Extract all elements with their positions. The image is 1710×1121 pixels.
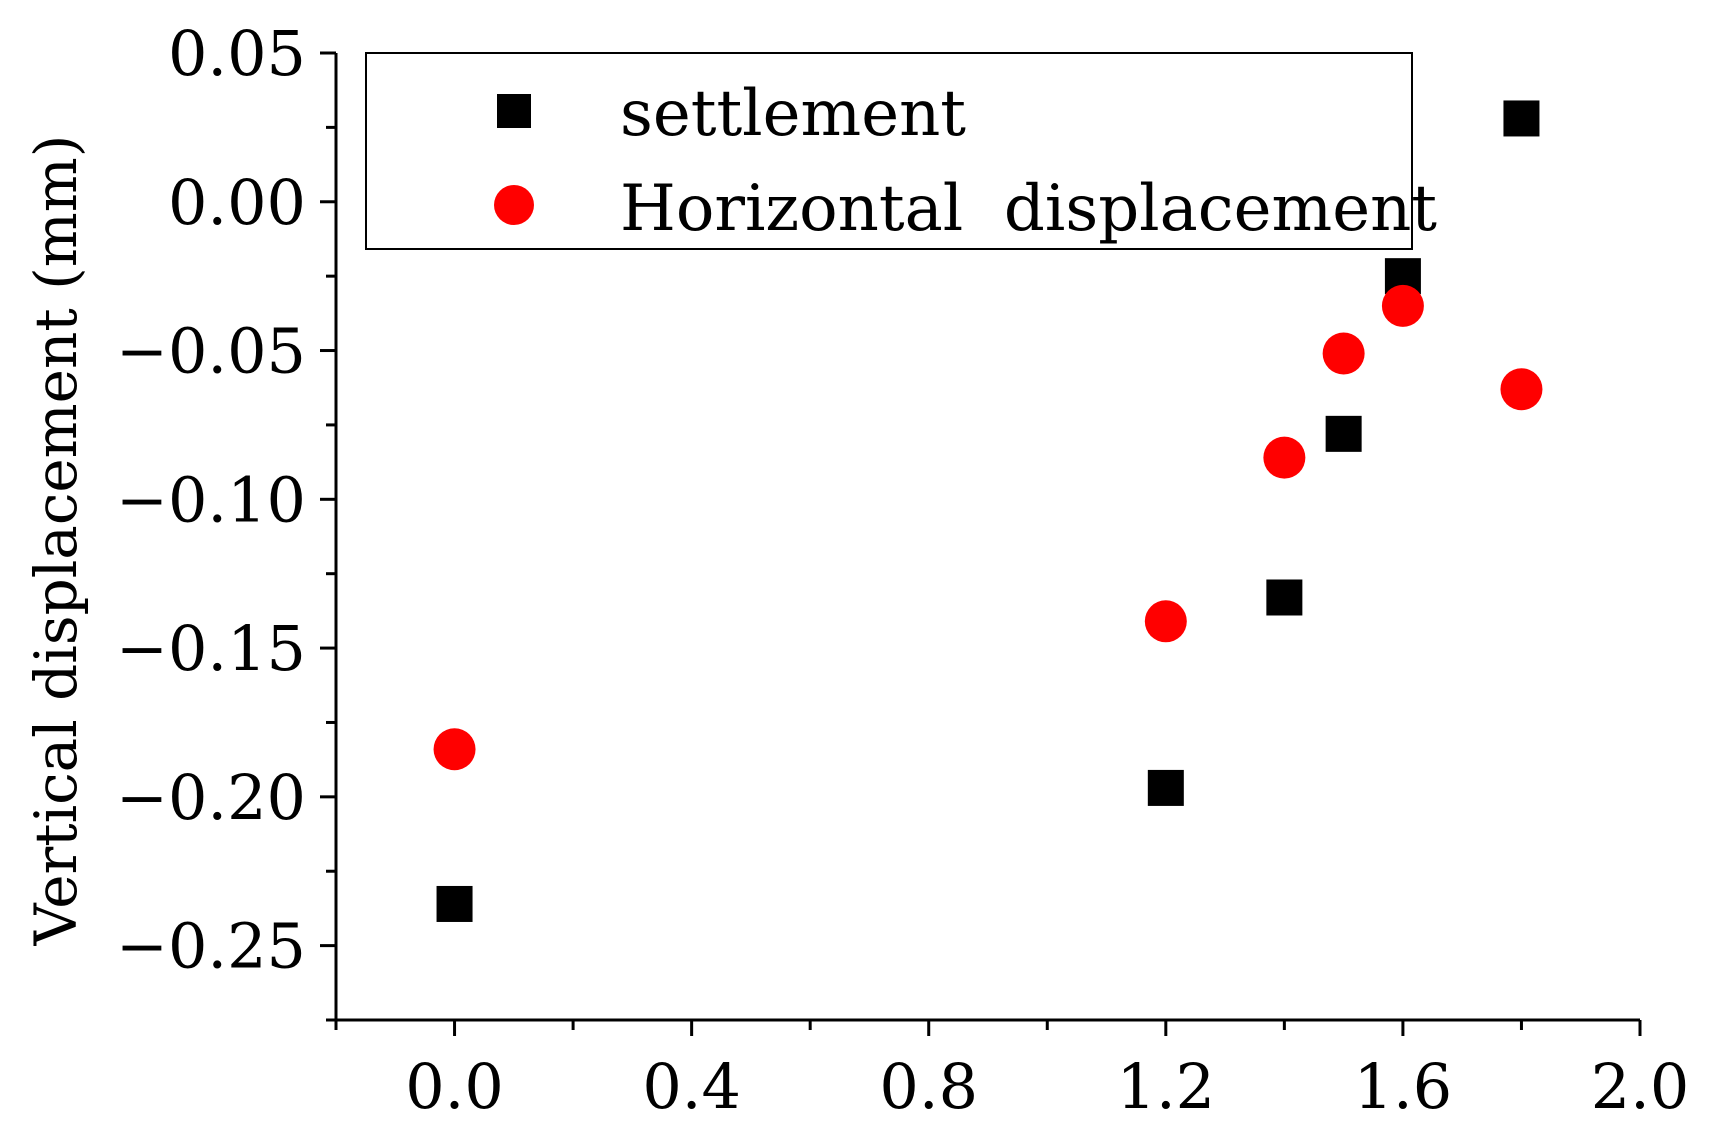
y-axis-title: Vertical displacement (mm) <box>22 135 90 947</box>
y-axis-ticks: 0.05 0.00 −0.05 −0.10 −0.15 −0.20 −0.25 <box>116 17 336 1022</box>
y-tick-label: −0.20 <box>116 761 306 834</box>
horizontal-displacement-point <box>1322 332 1365 375</box>
horizontal-displacement-point <box>1144 600 1187 643</box>
horizontal-displacement-point <box>1500 368 1543 411</box>
x-axis-ticks: 0.0 0.4 0.8 1.2 1.6 2.0 <box>334 1020 1690 1121</box>
legend-frame <box>365 52 1413 250</box>
x-tick-label: 2.0 <box>1591 1050 1690 1121</box>
x-tick-label: 0.0 <box>405 1050 504 1121</box>
x-tick-label: 1.2 <box>1117 1050 1216 1121</box>
legend-label-settlement: settlement <box>620 77 966 151</box>
y-tick-label: −0.15 <box>116 612 306 685</box>
y-tick-label: 0.05 <box>168 17 306 90</box>
horizontal-displacement-point <box>433 728 476 771</box>
y-tick-label: −0.25 <box>116 910 306 983</box>
legend-marker-settlement <box>497 94 531 128</box>
y-tick-label: −0.05 <box>116 315 306 388</box>
settlement-point <box>1503 100 1540 137</box>
horizontal-displacement-point <box>1263 436 1306 479</box>
data-points <box>433 100 1543 922</box>
settlement-point <box>1325 415 1362 452</box>
settlement-point <box>1147 769 1184 806</box>
y-tick-label: 0.00 <box>168 166 306 239</box>
legend: settlement Horizontal displacement <box>365 52 1437 250</box>
y-tick-label: −0.10 <box>116 463 306 536</box>
settlement-point <box>1266 579 1303 616</box>
axes <box>334 53 1640 1022</box>
legend-marker-horizontal-displacement <box>494 185 534 225</box>
x-tick-label: 0.8 <box>879 1050 978 1121</box>
x-tick-label: 1.6 <box>1354 1050 1453 1121</box>
x-tick-label: 0.4 <box>642 1050 741 1121</box>
legend-label-horizontal-displacement: Horizontal displacement <box>620 172 1437 246</box>
horizontal-displacement-point <box>1381 284 1424 327</box>
settlement-point <box>436 885 473 922</box>
